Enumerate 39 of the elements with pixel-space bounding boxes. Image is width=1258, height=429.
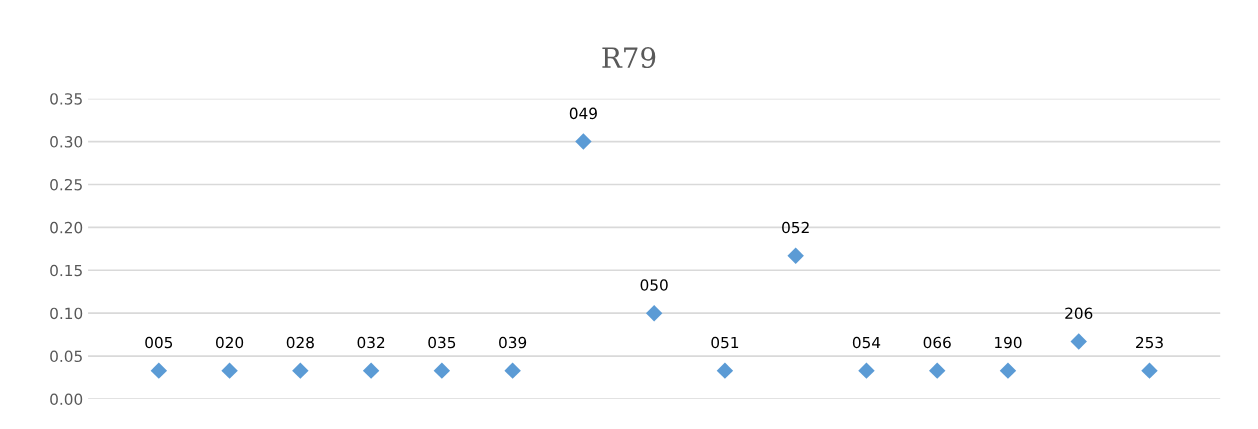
x-tick-label: 054 (852, 336, 881, 349)
x-tick-label: 190 (995, 336, 1022, 349)
x-tick-label: 051 (711, 336, 739, 349)
chart-title: R79 (602, 47, 656, 69)
point (716, 362, 734, 379)
point (787, 247, 804, 264)
y-tick-label: 0.00 (50, 393, 83, 405)
y-tick-label: 0.15 (50, 264, 82, 277)
x-tick-label: 020 (216, 336, 244, 349)
x-tick-label: 005 (145, 336, 173, 349)
point (221, 362, 238, 379)
x-tick-label: 028 (286, 336, 314, 349)
y-tick-label: 0.20 (50, 221, 83, 234)
point (1141, 362, 1158, 379)
point (150, 362, 168, 379)
y-tick-label: 0.25 (50, 178, 82, 191)
y-tick-label: 0.10 (50, 307, 83, 320)
y-tick-label: 0.30 (50, 136, 83, 148)
point (1070, 333, 1087, 350)
y-tick-label: 0.35 (50, 93, 82, 105)
x-tick-label: 052 (782, 221, 809, 234)
point (362, 362, 380, 379)
x-tick-label: 032 (357, 336, 385, 349)
point (858, 362, 875, 379)
x-tick-label: 049 (569, 107, 597, 120)
point (433, 362, 451, 379)
point (999, 362, 1017, 379)
point (575, 133, 592, 150)
x-tick-label: 035 (428, 336, 456, 349)
y-tick-label: 0.05 (50, 350, 82, 363)
x-tick-label: 066 (923, 336, 951, 349)
point (292, 362, 309, 379)
x-tick-label: 050 (640, 279, 668, 291)
x-tick-label: 253 (1136, 336, 1163, 349)
point (645, 304, 663, 322)
point (504, 362, 521, 379)
point (928, 362, 946, 379)
x-tick-label: 206 (1065, 307, 1093, 320)
x-tick-label: 039 (499, 336, 527, 349)
